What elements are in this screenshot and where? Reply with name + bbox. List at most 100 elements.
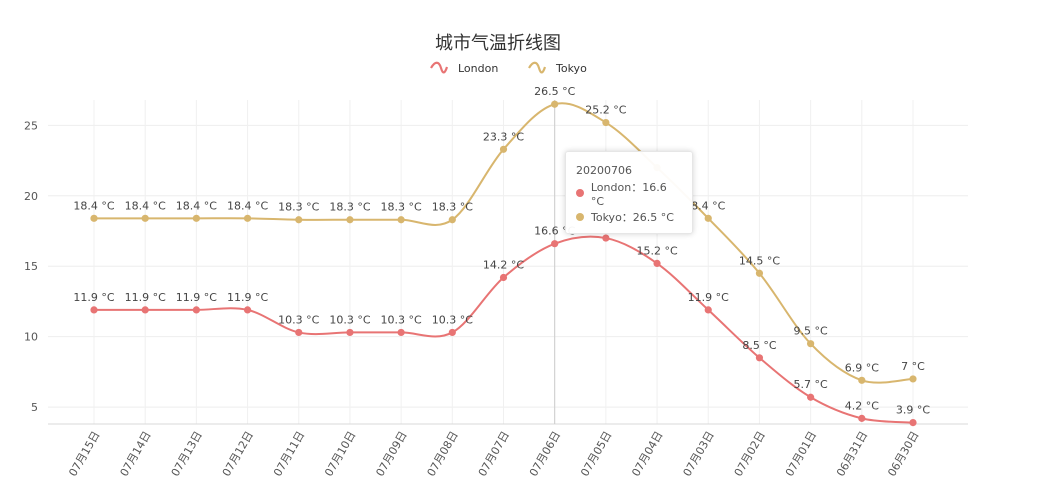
- london-point[interactable]: [755, 354, 764, 362]
- london-data-label: 5.7 °C: [794, 378, 828, 391]
- legend[interactable]: London Tokyo: [430, 61, 587, 75]
- x-tick-label: 07月04日: [629, 429, 665, 479]
- tokyo-point[interactable]: [755, 269, 764, 277]
- x-tick-label: 07月06日: [527, 429, 563, 479]
- chart-title: 城市气温折线图: [435, 33, 561, 54]
- series-group: 11.9 °C 11.9 °C 11.9 °C 11.9 °C 10.3 °C 10.3 …: [73, 85, 930, 427]
- london-point[interactable]: [295, 328, 303, 337]
- x-tick-label: 07月01日: [783, 429, 819, 479]
- tokyo-point[interactable]: [704, 214, 712, 222]
- tokyo-dot-icon: [576, 213, 584, 221]
- tokyo-data-label: 26.5 °C: [534, 85, 575, 98]
- london-point[interactable]: [346, 328, 354, 337]
- tokyo-data-label: 18.4 °C: [73, 199, 114, 212]
- london-point[interactable]: [909, 418, 917, 427]
- x-tick-label: 07月13日: [169, 429, 205, 479]
- legend-item-tokyo[interactable]: Tokyo: [528, 61, 587, 75]
- tokyo-point[interactable]: [807, 340, 815, 348]
- tokyo-point[interactable]: [397, 216, 405, 224]
- london-data-label: 10.3 °C: [381, 313, 422, 326]
- tokyo-point[interactable]: [858, 376, 866, 384]
- x-tick-label: 07月08日: [425, 429, 461, 479]
- london-point[interactable]: [243, 306, 252, 314]
- x-tick-label: 07月03日: [681, 429, 717, 479]
- london-data-label: 4.2 °C: [845, 399, 879, 412]
- x-tick-label: 07月14日: [118, 429, 154, 479]
- y-tick-label: 10: [24, 331, 38, 344]
- tokyo-line: [94, 102, 914, 384]
- tokyo-data-label: 8.4 °C: [691, 199, 725, 212]
- london-data-label: 11.9 °C: [227, 291, 268, 304]
- tokyo-point[interactable]: [243, 214, 252, 222]
- tokyo-point[interactable]: [346, 216, 354, 224]
- y-tick-label: 20: [24, 190, 38, 203]
- tooltip-title: 20200706: [576, 164, 632, 177]
- tokyo-data-label: 18.3 °C: [381, 201, 422, 214]
- london-point[interactable]: [397, 328, 405, 337]
- tokyo-point[interactable]: [141, 214, 149, 222]
- tokyo-legend-label: Tokyo: [555, 62, 587, 75]
- london-data-label: 15.2 °C: [636, 244, 677, 257]
- x-tick-label: 07月15日: [66, 429, 102, 479]
- london-point[interactable]: [192, 306, 200, 314]
- y-tick-label: 15: [24, 260, 38, 273]
- tooltip-row-london: London：16.6 °C: [576, 180, 682, 208]
- london-point[interactable]: [551, 240, 559, 248]
- tokyo-point[interactable]: [295, 216, 303, 224]
- x-tick-label: 07月07日: [476, 429, 512, 479]
- x-tick-label: 07月05日: [578, 429, 614, 479]
- tooltip-london-value: London：16.6 °C: [590, 180, 667, 208]
- tokyo-point[interactable]: [909, 375, 917, 383]
- tokyo-point[interactable]: [90, 214, 98, 222]
- london-data-label: 14.2 °C: [483, 258, 524, 271]
- tokyo-data-label: 23.3 °C: [483, 130, 524, 143]
- tokyo-point[interactable]: [448, 216, 456, 224]
- y-axis: 5 10 15 20 25: [24, 119, 38, 414]
- grid: [48, 100, 968, 425]
- london-data-label: 11.9 °C: [688, 291, 729, 304]
- london-point[interactable]: [704, 306, 712, 314]
- tokyo-data-label: 18.4 °C: [125, 199, 166, 212]
- london-data-label: 10.3 °C: [432, 313, 473, 326]
- tokyo-data-label: 25.2 °C: [585, 104, 626, 117]
- london-point[interactable]: [499, 273, 508, 282]
- london-data-label: 3.9 °C: [896, 404, 930, 417]
- london-dot-icon: [576, 189, 584, 197]
- x-tick-label: 06月30日: [885, 429, 921, 479]
- tokyo-data-label: 18.3 °C: [432, 201, 473, 214]
- tokyo-point[interactable]: [192, 214, 200, 222]
- london-data-label: 11.9 °C: [125, 291, 166, 304]
- london-data-label: 11.9 °C: [176, 291, 217, 304]
- x-tick-label: 07月02日: [732, 429, 768, 479]
- london-point[interactable]: [807, 393, 815, 401]
- tooltip-tokyo-value: Tokyo：26.5 °C: [591, 211, 674, 224]
- london-point[interactable]: [141, 306, 149, 314]
- tokyo-point[interactable]: [551, 100, 559, 108]
- london-data-label: 8.5 °C: [742, 339, 776, 352]
- london-point[interactable]: [448, 328, 456, 337]
- london-point[interactable]: [90, 306, 98, 314]
- x-axis: 07月15日 07月14日 07月13日 07月12日 07月11日 07月10日 07月0…: [66, 429, 921, 479]
- x-tick-label: 07月11日: [271, 429, 307, 479]
- tokyo-data-label: 18.4 °C: [176, 199, 217, 212]
- x-tick-label: 06月31日: [834, 429, 870, 479]
- london-point[interactable]: [602, 234, 610, 242]
- tokyo-point[interactable]: [499, 145, 508, 153]
- tokyo-data-label: 18.3 °C: [278, 201, 319, 214]
- london-data-label: 10.3 °C: [278, 313, 319, 326]
- x-tick-label: 07月12日: [220, 429, 256, 479]
- london-legend-icon: [430, 61, 449, 74]
- tokyo-data-label: 18.4 °C: [227, 199, 268, 212]
- london-point[interactable]: [858, 414, 866, 422]
- london-data-label: 11.9 °C: [73, 291, 114, 304]
- london-data-label: 10.3 °C: [329, 313, 370, 326]
- tokyo-data-label: 9.5 °C: [794, 325, 828, 338]
- tokyo-data-label: 18.3 °C: [329, 201, 370, 214]
- london-point[interactable]: [653, 259, 661, 268]
- legend-item-london[interactable]: London: [430, 61, 498, 75]
- x-tick-label: 07月10日: [322, 429, 358, 479]
- tokyo-point[interactable]: [602, 118, 610, 127]
- y-tick-label: 5: [31, 401, 38, 414]
- tokyo-data-label: 6.9 °C: [845, 361, 879, 374]
